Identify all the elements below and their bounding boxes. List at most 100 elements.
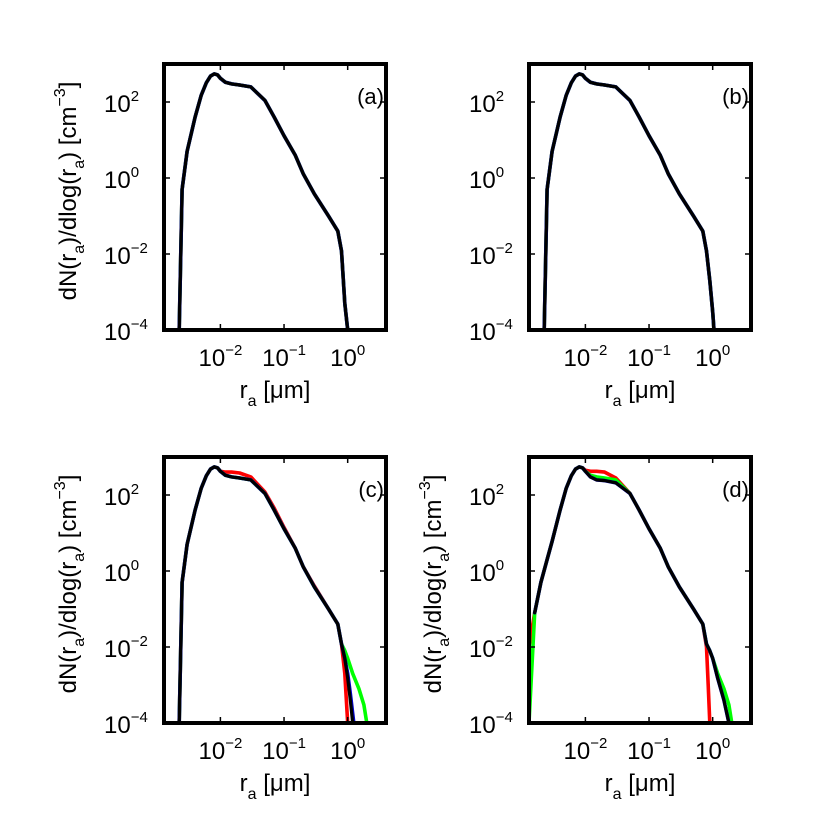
y-tick-label: 10−4: [469, 709, 513, 739]
x-tick-exponent: −1: [289, 735, 306, 752]
x-axis-label-unit: [μm]: [622, 377, 676, 404]
x-axis-label: ra [μm]: [605, 770, 676, 803]
y-tick-base: 10: [104, 636, 131, 663]
y-tick-exponent: 2: [131, 88, 139, 105]
x-tick-base: 10: [198, 345, 225, 372]
x-axis-label: ra [μm]: [240, 377, 311, 410]
series-line-1: [542, 72, 716, 330]
y-tick-exponent: 0: [131, 557, 139, 574]
y-tick-base: 10: [469, 636, 496, 663]
series-line-1: [177, 72, 350, 330]
y-axis-label-sub: a: [71, 638, 88, 647]
series-line-3: [177, 72, 350, 330]
series-group: [177, 465, 369, 723]
y-tick-label: 102: [104, 88, 139, 118]
y-axis-label-sub: a: [436, 553, 453, 562]
y-axis-label-part: )/dlog(r: [55, 169, 82, 245]
x-tick-base: 10: [330, 738, 357, 765]
x-tick-exponent: −2: [225, 342, 242, 359]
y-axis-label: dN(ra)/dlog(ra) [cm−3]: [52, 82, 88, 301]
x-axis-label-var: r: [605, 377, 613, 404]
x-axis-label-sub: a: [613, 393, 622, 410]
y-tick-label: 100: [469, 557, 504, 587]
x-tick-label: 100: [330, 342, 365, 372]
series-line-3: [532, 465, 731, 723]
y-axis-label-part: ) [cm: [55, 107, 82, 160]
series-line-4: [177, 72, 350, 330]
y-tick-base: 10: [469, 91, 496, 118]
x-tick-base: 10: [695, 738, 722, 765]
y-axis-label-part: ]: [55, 475, 82, 482]
x-tick-base: 10: [330, 345, 357, 372]
series-group: [529, 465, 734, 723]
y-axis-label-sub: a: [436, 638, 453, 647]
y-axis-label-sub: a: [71, 160, 88, 169]
y-tick-label: 100: [469, 164, 504, 194]
x-tick-exponent: −1: [654, 342, 671, 359]
y-tick-label: 10−4: [104, 709, 148, 739]
y-tick-base: 10: [104, 91, 131, 118]
x-tick-base: 10: [627, 345, 654, 372]
y-tick-exponent: −2: [496, 633, 513, 650]
y-axis-label-sup: −3: [52, 88, 69, 106]
x-tick-base: 10: [198, 738, 225, 765]
y-tick-label: 10−4: [469, 316, 513, 346]
x-tick-exponent: −2: [225, 735, 242, 752]
y-tick-label: 102: [469, 88, 504, 118]
y-tick-label: 10−2: [104, 240, 148, 270]
x-tick-label: 10−1: [262, 735, 306, 765]
y-tick-exponent: 0: [496, 164, 504, 181]
x-tick-label: 10−1: [627, 735, 671, 765]
x-axis-label-sub: a: [248, 786, 257, 803]
x-tick-exponent: −1: [654, 735, 671, 752]
y-tick-exponent: 0: [131, 164, 139, 181]
y-tick-exponent: −2: [496, 240, 513, 257]
y-axis-label-part: ) [cm: [420, 500, 447, 553]
x-axis-label: ra [μm]: [240, 770, 311, 803]
x-axis-label: ra [μm]: [605, 377, 676, 410]
y-axis-label-part: dN(r: [55, 647, 82, 694]
y-tick-base: 10: [104, 560, 131, 587]
y-axis-label-sup: −3: [417, 481, 434, 499]
y-axis-label-sub: a: [71, 245, 88, 254]
series-line-2: [529, 465, 734, 723]
x-tick-base: 10: [563, 345, 590, 372]
y-axis-label: dN(ra)/dlog(ra) [cm−3]: [52, 475, 88, 694]
y-tick-exponent: 2: [131, 481, 139, 498]
y-tick-exponent: −4: [496, 709, 513, 726]
series-line-3: [542, 72, 716, 330]
y-tick-exponent: −4: [496, 316, 513, 333]
panel-label: (a): [357, 84, 384, 109]
x-tick-label: 10−2: [563, 342, 607, 372]
x-axis-label-var: r: [240, 770, 248, 797]
y-axis-label-part: )/dlog(r: [420, 562, 447, 638]
y-tick-label: 10−2: [469, 633, 513, 663]
x-axis-label-unit: [μm]: [257, 770, 311, 797]
series-line-2: [177, 72, 350, 330]
x-tick-exponent: −1: [289, 342, 306, 359]
y-tick-label: 102: [104, 481, 139, 511]
panel-label: (b): [722, 84, 749, 109]
y-tick-exponent: 2: [496, 481, 504, 498]
y-tick-base: 10: [104, 167, 131, 194]
x-axis-label-var: r: [605, 770, 613, 797]
y-axis-label-part: dN(r: [55, 254, 82, 301]
y-tick-base: 10: [104, 319, 131, 346]
series-line-4: [177, 465, 355, 723]
y-tick-exponent: −4: [131, 709, 148, 726]
y-axis-label-part: )/dlog(r: [55, 562, 82, 638]
y-tick-label: 10−2: [469, 240, 513, 270]
x-axis-label-var: r: [240, 377, 248, 404]
y-tick-exponent: −4: [131, 316, 148, 333]
y-axis-label: dN(ra)/dlog(ra) [cm−3]: [417, 475, 453, 694]
plot-frame: [162, 455, 388, 725]
x-tick-exponent: 0: [357, 342, 365, 359]
x-tick-exponent: −2: [590, 342, 607, 359]
x-axis-label-sub: a: [613, 786, 622, 803]
y-tick-exponent: −2: [131, 240, 148, 257]
x-tick-label: 10−2: [198, 735, 242, 765]
x-tick-base: 10: [262, 345, 289, 372]
